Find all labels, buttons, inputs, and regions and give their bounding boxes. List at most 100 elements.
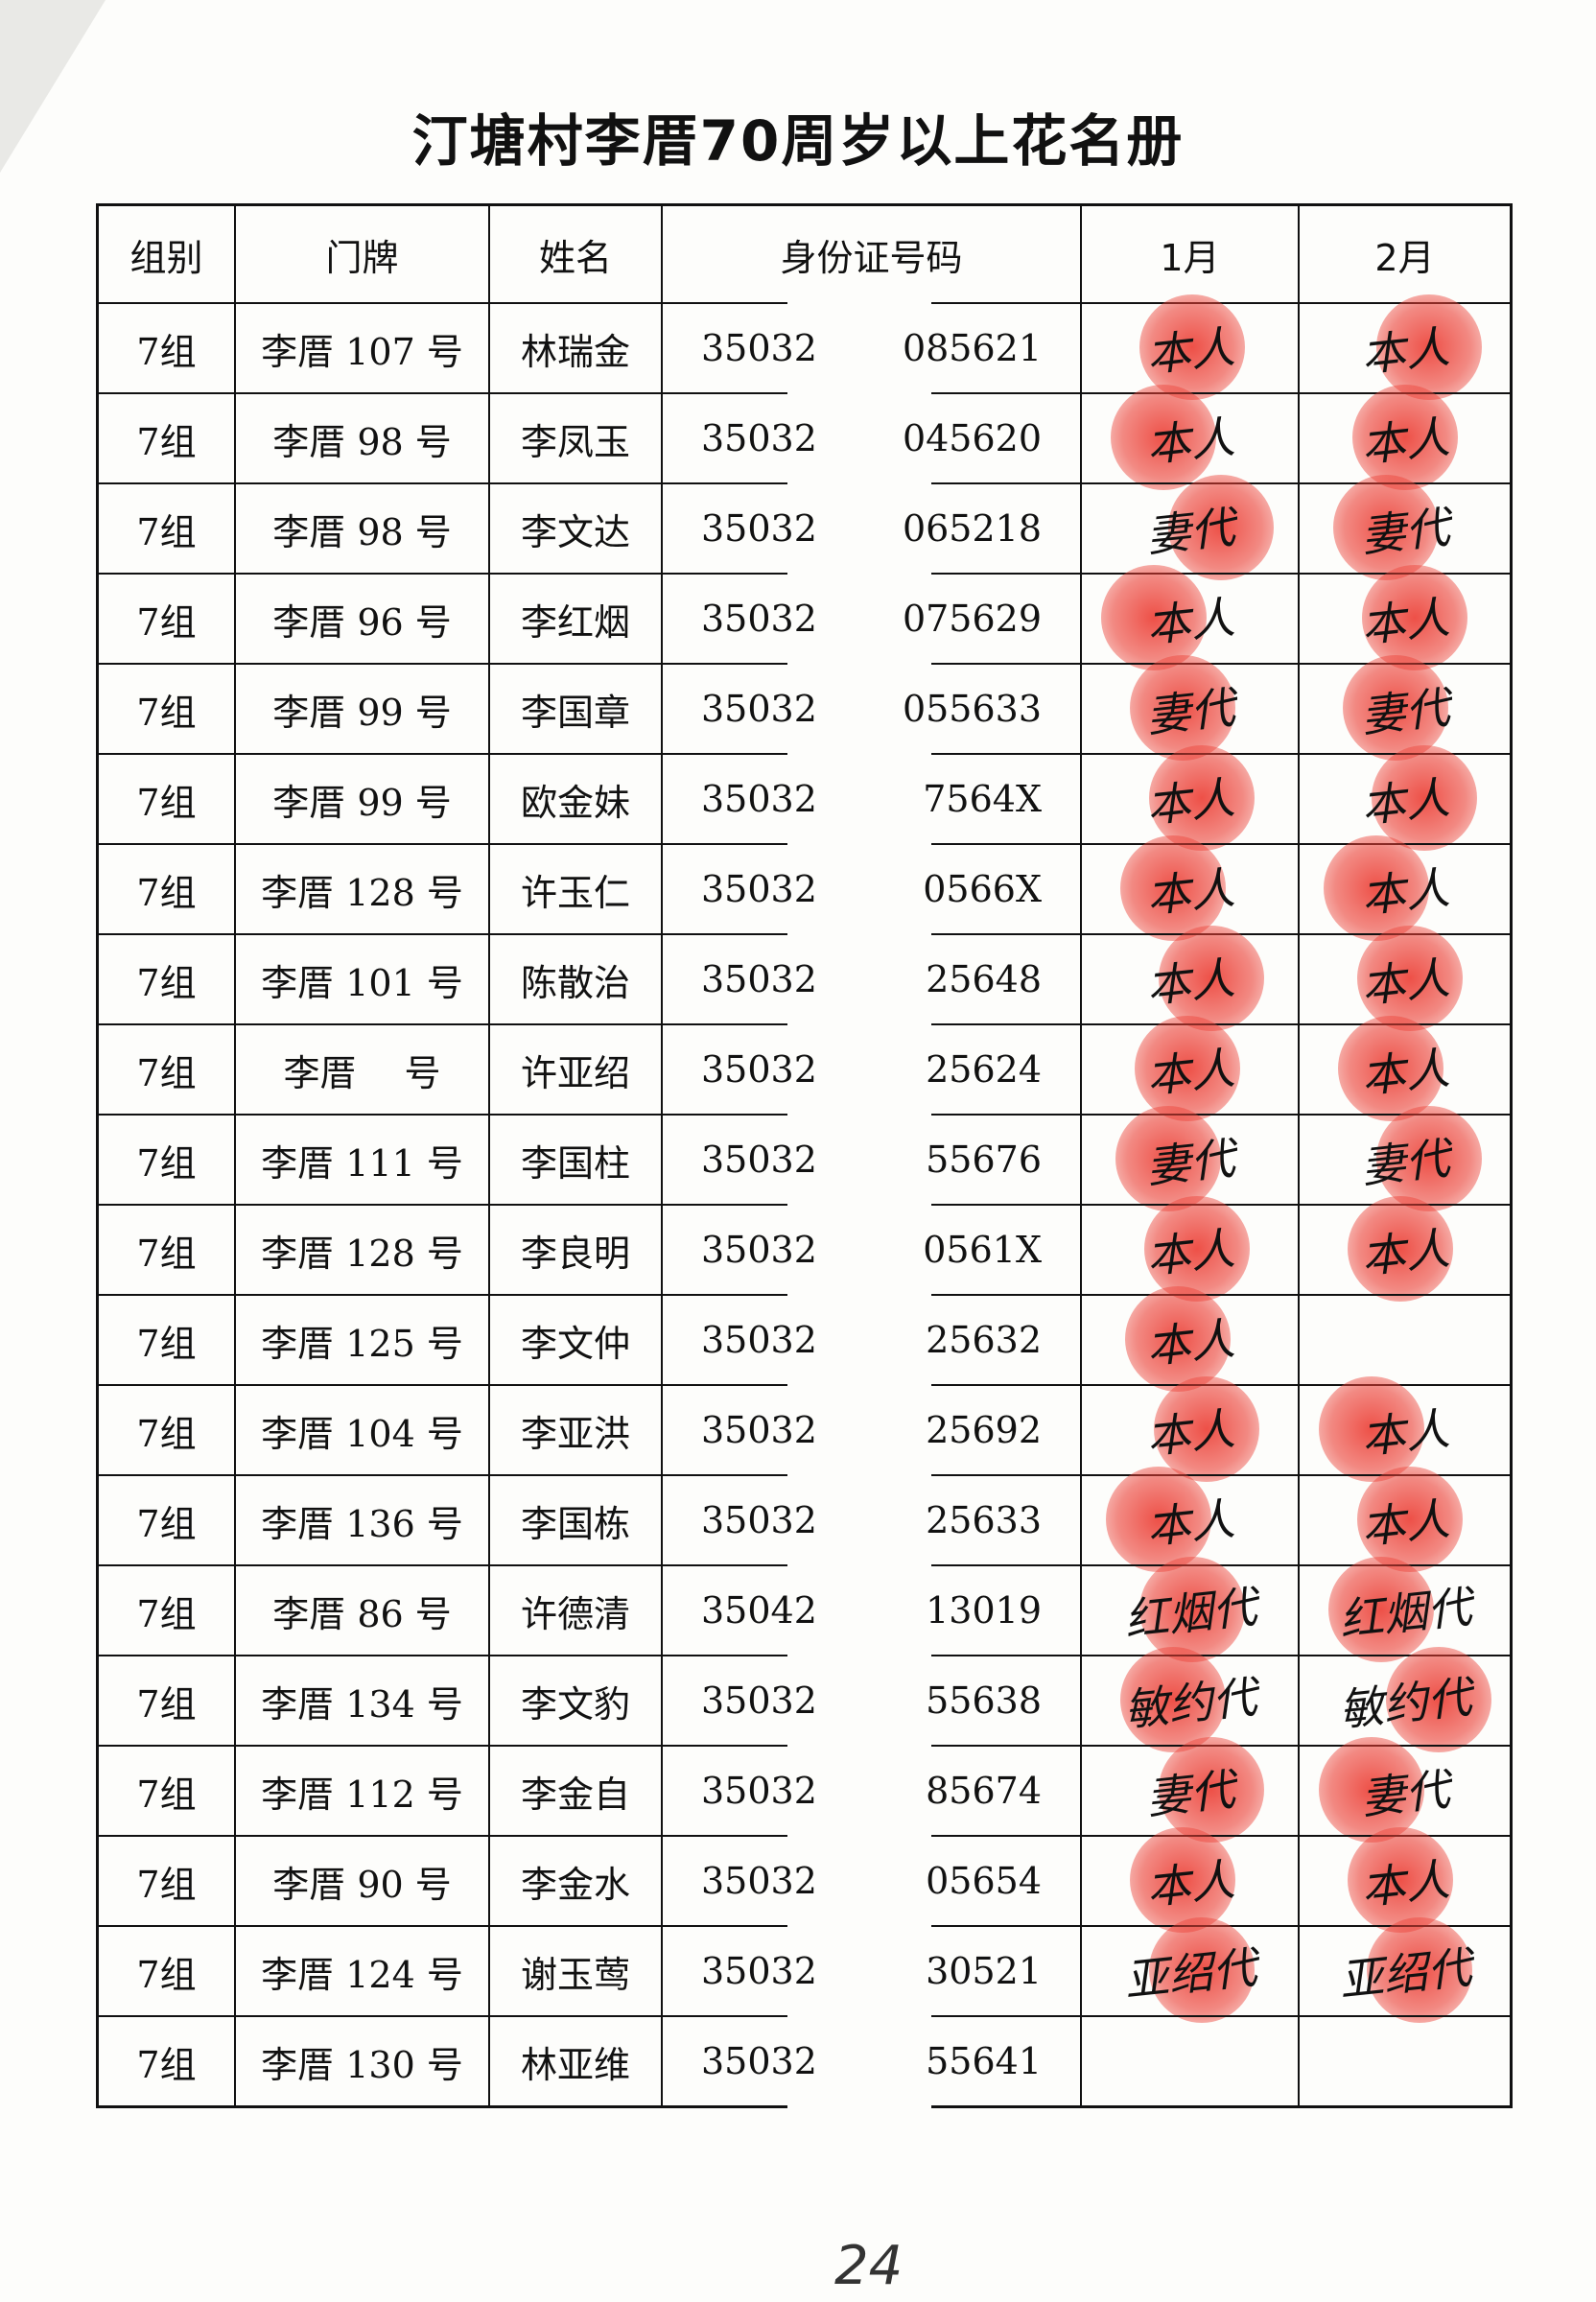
fingerprint-mark (1324, 835, 1429, 941)
feb-signature-cell: 本人 (1298, 745, 1510, 851)
header-feb: 2月 (1298, 206, 1510, 302)
header-group: 组别 (129, 236, 203, 279)
fingerprint-mark (1376, 294, 1482, 400)
id-suffix: 25692 (926, 1409, 1042, 1451)
table-row: 7组 李厝 128 号许玉仁 35032 0566X 本人 本人 (99, 835, 1510, 941)
handwritten-signature: 本人 (1358, 951, 1452, 1013)
handwritten-signature: 本人 (1143, 1042, 1237, 1103)
jan-signature-cell: 妻代 (1080, 655, 1298, 761)
handwritten-signature: 本人 (1358, 861, 1452, 923)
redaction-gap (787, 932, 931, 1026)
feb-signature-cell: 本人 (1298, 1016, 1510, 1121)
handwritten-signature: 妻代 (1143, 681, 1237, 742)
id-suffix: 55638 (926, 1680, 1042, 1722)
id-suffix: 30521 (926, 1950, 1042, 1992)
id-cell: 35032 25632 (661, 1293, 1080, 1387)
fingerprint-mark (1319, 1737, 1424, 1843)
feb-signature-cell: 妻代 (1298, 1737, 1510, 1843)
door-cell: 李厝 136 号 (234, 1476, 488, 1564)
id-cell: 35032 85674 (661, 1744, 1080, 1838)
fingerprint-mark (1149, 1917, 1255, 2023)
table-row: 7组 李厝 98 号李凤玉 35032 045620 本人 本人 (99, 385, 1510, 490)
table-row: 7组 李厝 号许亚绍 35032 25624 本人 本人 (99, 1016, 1510, 1121)
fingerprint-mark (1319, 1376, 1424, 1482)
door-cell: 李厝 107 号 (234, 304, 488, 392)
jan-signature-cell: 敏约代 (1080, 1647, 1298, 1752)
feb-signature-cell: 亚绍代 (1298, 1917, 1510, 2023)
table-row: 7组 李厝 130 号林亚维 35032 55641 (99, 2014, 1510, 2108)
id-cell: 35032 0566X (661, 842, 1080, 936)
jan-signature-cell: 红烟代 (1080, 1557, 1298, 1662)
page-fold (0, 0, 106, 173)
group-cell: 7组 (136, 691, 197, 734)
fingerprint-mark (1348, 1827, 1453, 1933)
handwritten-signature: 本人 (1358, 1402, 1452, 1464)
header-id: 身份证号码 (661, 206, 1080, 302)
page-title: 汀塘村李厝70周岁以上花名册 (411, 108, 1185, 174)
jan-signature-cell: 本人 (1080, 385, 1298, 490)
group-cell: 7组 (136, 1953, 197, 1996)
fingerprint-mark (1120, 1647, 1226, 1752)
door-cell: 李厝 96 号 (234, 575, 488, 663)
feb-signature-cell: 本人 (1298, 1196, 1510, 1302)
table-row: 7组 李厝 90 号李金水 35032 05654 本人 本人 (99, 1827, 1510, 1933)
table-header: 组别 门牌 姓名 身份证号码 1月 2月 (99, 206, 1510, 302)
feb-signature-cell: 本人 (1298, 565, 1510, 670)
handwritten-signature: 本人 (1358, 320, 1452, 382)
id-prefix: 35032 (701, 1048, 817, 1091)
handwritten-signature: 本人 (1143, 861, 1237, 923)
handwritten-signature: 敏约代 (1121, 1670, 1259, 1737)
handwritten-signature: 本人 (1143, 320, 1237, 382)
table-row: 7组 李厝 104 号李亚洪 35032 25692 本人 本人 (99, 1376, 1510, 1482)
group-cell: 7组 (136, 781, 197, 824)
feb-signature-cell: 妻代 (1298, 475, 1510, 580)
group-cell: 7组 (136, 1863, 197, 1906)
handwritten-signature: 本人 (1358, 1492, 1452, 1554)
door-cell: 李厝 111 号 (234, 1116, 488, 1204)
id-cell: 35032 045620 (661, 391, 1080, 485)
fingerprint-mark (1149, 745, 1255, 851)
door-cell: 李厝 128 号 (234, 1206, 488, 1294)
handwritten-signature: 本人 (1143, 771, 1237, 833)
feb-signature-cell: 妻代 (1298, 1106, 1510, 1211)
fingerprint-mark (1348, 1196, 1453, 1302)
table-row: 7组 李厝 125 号李文仲 35032 25632 本人 (99, 1286, 1510, 1392)
jan-signature-cell: 本人 (1080, 1196, 1298, 1302)
name-cell: 许德清 (488, 1566, 661, 1655)
redaction-gap (787, 752, 931, 846)
id-cell: 35032 065218 (661, 482, 1080, 576)
redaction-gap (787, 572, 931, 666)
fingerprint-mark (1125, 1286, 1231, 1392)
handwritten-signature: 红烟代 (1336, 1580, 1474, 1647)
redaction-gap (787, 1203, 931, 1297)
name-cell: 李金水 (488, 1837, 661, 1925)
id-suffix: 065218 (902, 507, 1042, 550)
group-cell: 7组 (136, 961, 197, 1004)
id-prefix: 35032 (701, 417, 817, 459)
fingerprint-mark (1101, 565, 1207, 670)
table-row: 7组 李厝 101 号陈散治 35032 25648 本人 本人 (99, 926, 1510, 1031)
door-cell: 李厝 112 号 (234, 1747, 488, 1835)
table-row: 7组 李厝 134 号李文豹 35032 55638 敏约代 敏约代 (99, 1647, 1510, 1752)
group-cell: 7组 (136, 1322, 197, 1365)
fingerprint-mark (1357, 1467, 1463, 1572)
jan-signature-cell: 本人 (1080, 745, 1298, 851)
feb-signature-cell: 妻代 (1298, 655, 1510, 761)
handwritten-signature: 妻代 (1358, 501, 1452, 562)
handwritten-signature: 妻代 (1143, 1763, 1237, 1824)
redaction-gap (787, 391, 931, 485)
handwritten-signature: 本人 (1143, 591, 1237, 652)
table-row: 7组 李厝 136 号李国栋 35032 25633 本人 本人 (99, 1467, 1510, 1572)
fingerprint-mark (1154, 1376, 1259, 1482)
redaction-gap (787, 1563, 931, 1657)
jan-signature-cell: 本人 (1080, 1286, 1298, 1392)
fingerprint-mark (1372, 745, 1477, 851)
redaction-gap (787, 1834, 931, 1928)
table-row: 7组 李厝 107 号林瑞金 35032 085621 本人 本人 (99, 294, 1510, 400)
feb-signature-cell: 本人 (1298, 926, 1510, 1031)
table-row: 7组 李厝 111 号李国柱 35032 55676 妻代 妻代 (99, 1106, 1510, 1211)
door-cell: 李厝 99 号 (234, 665, 488, 753)
feb-signature-cell: 本人 (1298, 1827, 1510, 1933)
door-cell: 李厝 90 号 (234, 1837, 488, 1925)
id-suffix: 25624 (926, 1048, 1042, 1091)
